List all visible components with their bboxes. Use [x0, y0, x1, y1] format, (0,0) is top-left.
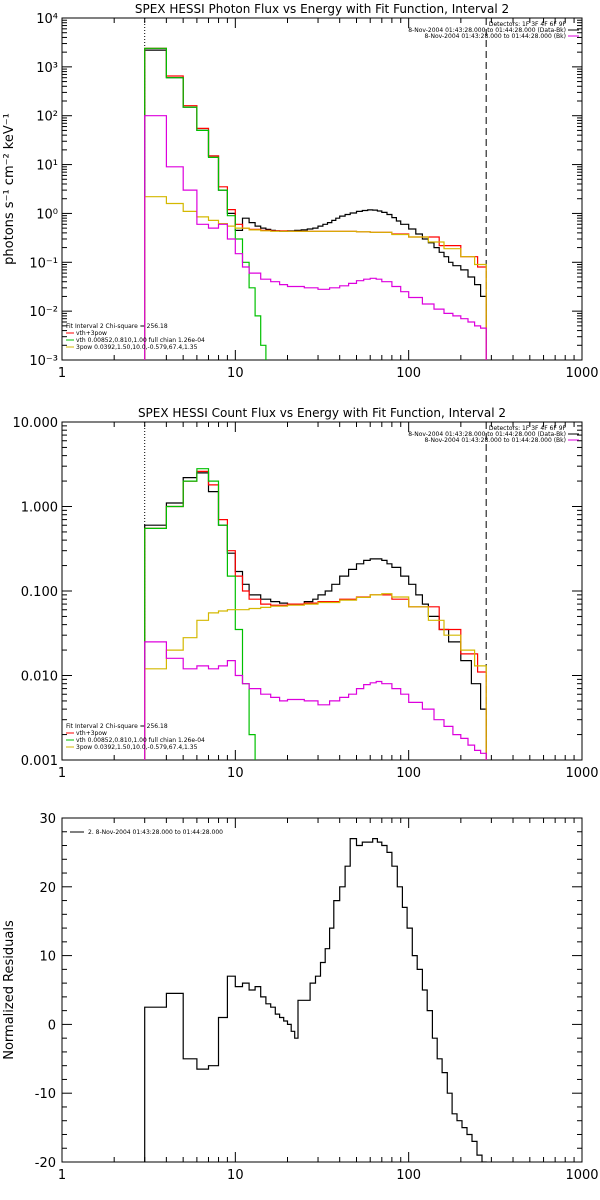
x-tick-label: 100	[396, 366, 421, 381]
series-3pow	[144, 593, 487, 760]
series-data-bk	[144, 49, 487, 360]
series-vth	[144, 47, 267, 360]
series-3pow	[144, 196, 487, 360]
y-tick-label: 10.000	[13, 416, 59, 431]
y-tick-label: 10	[39, 950, 56, 965]
series-data-bk	[144, 472, 487, 760]
legend-bottom-left-entry: vth+3pow	[76, 730, 107, 737]
legend-top-right-entry: 8-Nov-2004 01:43:28.000 to 01:44:28.000 …	[408, 27, 566, 34]
series-group	[144, 468, 487, 760]
y-tick-label: 10⁴	[36, 12, 58, 27]
plot-frame	[61, 17, 583, 361]
series-group	[144, 838, 487, 1162]
x-tick-label: 1	[58, 366, 66, 381]
x-tick-label: 1000	[565, 766, 598, 781]
x-tick-label: 1	[58, 1168, 66, 1183]
y-tick-label: 0.100	[21, 585, 58, 600]
legend-bottom-left-entry: Fit Interval 2 Chi-square = 256.18	[66, 723, 168, 730]
legend-top-right-entry: 8-Nov-2004 01:43:28.000 to 01:44:28.000 …	[424, 437, 566, 444]
series-bk	[144, 115, 487, 360]
x-tick-label: 100	[396, 1168, 421, 1183]
series-vth	[144, 468, 262, 760]
legend-bottom-left-entry: Fit Interval 2 Chi-square = 256.18	[66, 323, 168, 330]
chart-panel-2: SPEX HESSI Count Flux vs Energy with Fit…	[13, 406, 599, 781]
y-tick-label: 0	[48, 1018, 56, 1033]
chart-title: SPEX HESSI Count Flux vs Energy with Fit…	[138, 406, 506, 420]
y-axis-label: Normalized Residuals	[2, 920, 17, 1060]
y-tick-label: 30	[39, 812, 56, 827]
legend-top-right-entry: Detectors: 1F 3F 4F 6F 9F	[489, 21, 567, 28]
legend-bottom-left-entry: 3pow 0.0392,1.50,10.0,-0.579,67.4,1.35	[76, 344, 198, 351]
chart-panel-3: 1 10 100 1000 -20 -10 0 10 20 30 Normalized Residu…	[2, 812, 599, 1183]
y-tick-label: 1.000	[21, 501, 58, 516]
y-tick-label: 10⁻¹	[29, 256, 58, 271]
y-tick-label: 10¹	[36, 159, 58, 174]
legend-top-right-entry: 8-Nov-2004 01:43:28.000 to 01:44:28.000 …	[408, 431, 566, 438]
plot-frame	[61, 421, 583, 761]
chart-title: SPEX HESSI Photon Flux vs Energy with Fi…	[135, 2, 509, 16]
y-tick-label: 10²	[36, 110, 58, 125]
y-tick-label: 20	[39, 881, 56, 896]
y-axis-label: photons s⁻¹ cm⁻² keV⁻¹	[2, 113, 17, 265]
y-tick-label: 0.010	[21, 670, 58, 685]
series-bk	[144, 641, 487, 760]
y-tick-label: -10	[35, 1087, 56, 1102]
legend-bottom-left-entry: 3pow 0.0392,1.50,10.0,-0.579,67.4,1.35	[76, 744, 198, 751]
x-tick-label: 1000	[565, 366, 598, 381]
x-tick-label: 1000	[565, 1168, 598, 1183]
legend-top-right-entry: 8-Nov-2004 01:43:28.000 to 01:44:28.000 …	[424, 33, 566, 40]
x-tick-label: 10	[227, 366, 244, 381]
chart-panel-1: SPEX HESSI Photon Flux vs Energy with Fi…	[2, 2, 599, 381]
x-tick-label: 10	[227, 1168, 244, 1183]
series-group	[144, 47, 487, 360]
legend-top-left-entry: 2. 8-Nov-2004 01:43:28.000 to 01:44:28.0…	[88, 829, 223, 836]
plot-frame	[61, 817, 583, 1163]
legend-bottom-left-entry: vth+3pow	[76, 330, 107, 337]
legend-bottom-left-entry: vth 0.00852,0.810,1.00 full chian 1.26e-…	[76, 737, 205, 744]
series-vth-3pow	[144, 470, 487, 760]
legend-top-right-entry: Detectors: 1F 3F 4F 6F 9F	[489, 425, 567, 432]
series-vth-3pow	[144, 47, 487, 360]
y-tick-label: 10⁰	[36, 207, 58, 222]
x-tick-label: 1	[58, 766, 66, 781]
x-tick-label: 100	[396, 766, 421, 781]
y-tick-label: 0.001	[21, 754, 58, 769]
x-tick-label: 10	[227, 766, 244, 781]
legend-bottom-left-entry: vth 0.00852,0.810,1.00 full chian 1.26e-…	[76, 337, 205, 344]
y-tick-label: 10⁻²	[29, 305, 58, 320]
y-tick-label: 10³	[36, 61, 58, 76]
series-2-8-nov-2004-01-43-28-000-to-01-44-28-000	[144, 838, 487, 1162]
y-tick-label: 10⁻³	[29, 354, 58, 369]
y-tick-label: -20	[35, 1156, 56, 1171]
